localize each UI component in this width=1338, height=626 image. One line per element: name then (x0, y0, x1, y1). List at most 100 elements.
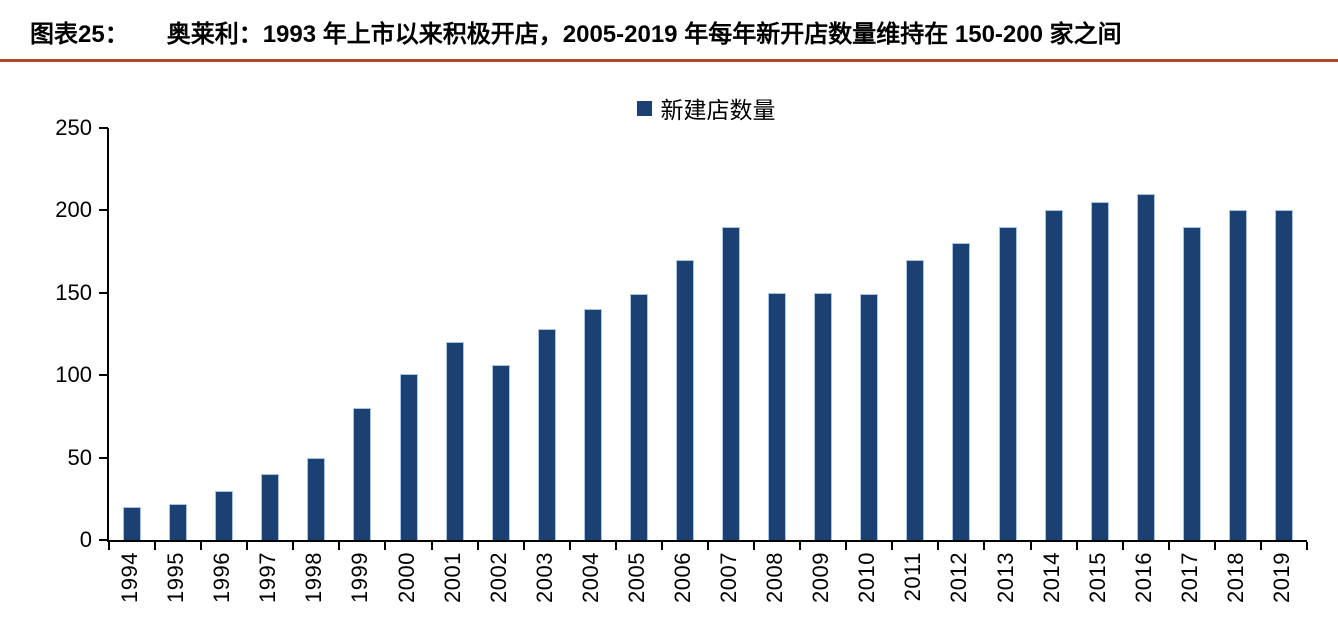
x-label-slot-2018: 2018 (1213, 552, 1259, 626)
x-label-1996: 1996 (209, 552, 235, 603)
x-tick-mark-21 (1075, 542, 1078, 550)
bar-2004 (583, 309, 602, 540)
y-tick-label-100: 100 (55, 362, 92, 388)
bar-slot-1996 (201, 128, 247, 540)
x-tick-mark-19 (983, 542, 986, 550)
bar-slot-1997 (247, 128, 293, 540)
bar-slot-2012 (938, 128, 984, 540)
bar-2007 (722, 226, 741, 540)
x-tick-mark-24 (1213, 542, 1216, 550)
bar-slot-2016 (1123, 128, 1169, 540)
x-label-2007: 2007 (716, 552, 742, 603)
bar-1998 (307, 457, 326, 540)
x-label-slot-1997: 1997 (245, 552, 291, 626)
chart-legend: 新建店数量 (107, 91, 1305, 125)
x-label-2010: 2010 (854, 552, 880, 603)
x-tick-mark-10 (568, 542, 571, 550)
x-label-slot-2004: 2004 (568, 552, 614, 626)
y-tick-label-200: 200 (55, 197, 92, 223)
x-label-2017: 2017 (1176, 552, 1202, 603)
x-tick-mark-1 (154, 542, 157, 550)
x-tick-mark-5 (338, 542, 341, 550)
bar-slot-2005 (616, 128, 662, 540)
bar-slot-1999 (339, 128, 385, 540)
plot-area (99, 127, 1308, 550)
bar-slot-2001 (432, 128, 478, 540)
x-label-2005: 2005 (623, 552, 649, 603)
x-label-2009: 2009 (808, 552, 834, 603)
x-label-slot-1996: 1996 (199, 552, 245, 626)
x-label-slot-2019: 2019 (1259, 552, 1305, 626)
x-tick-mark-8 (476, 542, 479, 550)
x-tick-mark-17 (891, 542, 894, 550)
x-label-1997: 1997 (255, 552, 281, 603)
x-label-slot-2017: 2017 (1167, 552, 1213, 626)
x-tick-mark-15 (799, 542, 802, 550)
bar-1994 (123, 507, 142, 540)
bar-1999 (353, 408, 372, 540)
figure-title-text: 奥莱利：1993 年上市以来积极开店，2005-2019 年每年新开店数量维持在… (166, 21, 1122, 48)
x-label-slot-2011: 2011 (890, 552, 936, 626)
bar-slot-2002 (478, 128, 524, 540)
x-tick-mark-13 (707, 542, 709, 550)
bar-2018 (1228, 210, 1247, 540)
x-tick-mark-23 (1167, 542, 1170, 550)
x-label-2019: 2019 (1268, 552, 1294, 603)
bar-2008 (768, 292, 787, 540)
bar-slot-2009 (800, 128, 846, 540)
x-tick-mark-20 (1029, 542, 1032, 550)
x-tick-mark-4 (292, 542, 295, 550)
x-label-slot-1999: 1999 (337, 552, 383, 626)
bar-2010 (860, 294, 879, 540)
x-label-slot-2000: 2000 (383, 552, 429, 626)
x-label-slot-2003: 2003 (522, 552, 568, 626)
x-label-2012: 2012 (946, 552, 972, 603)
bar-slot-2010 (846, 128, 892, 540)
bar-1996 (215, 490, 234, 540)
x-tick-mark-16 (845, 542, 848, 550)
x-label-slot-2009: 2009 (798, 552, 844, 626)
x-label-slot-2008: 2008 (752, 552, 798, 626)
x-label-slot-2002: 2002 (476, 552, 522, 626)
x-label-1999: 1999 (347, 552, 373, 603)
x-label-slot-2014: 2014 (1029, 552, 1075, 626)
bar-2002 (491, 365, 510, 540)
x-label-2008: 2008 (762, 552, 788, 603)
x-label-2011: 2011 (900, 552, 926, 602)
x-label-2001: 2001 (439, 552, 465, 603)
bar-2006 (675, 259, 694, 540)
x-label-slot-2007: 2007 (706, 552, 752, 626)
x-tick-mark-0 (108, 542, 110, 550)
bar-2011 (906, 259, 925, 540)
y-tick-mark-0 (99, 539, 108, 541)
x-tick-mark-26 (1306, 542, 1308, 550)
bar-2014 (1044, 210, 1063, 540)
bar-2009 (814, 292, 833, 540)
x-tick-mark-6 (384, 542, 387, 550)
legend-swatch-icon (636, 100, 652, 116)
x-label-slot-2016: 2016 (1121, 552, 1167, 626)
x-label-2002: 2002 (485, 552, 511, 603)
bar-slot-2007 (708, 128, 754, 540)
bar-2012 (952, 243, 971, 540)
bar-slot-2015 (1077, 128, 1123, 540)
y-tick-label-0: 0 (79, 527, 92, 552)
x-axis-labels: 1994 1995 1996 1997 1998 1999 2000 2001 2002 2003… (107, 552, 1305, 626)
bar-2005 (629, 294, 648, 540)
legend-label: 新建店数量 (660, 97, 776, 123)
x-tick-mark-7 (430, 542, 433, 550)
bar-slot-2011 (892, 128, 938, 540)
x-label-2013: 2013 (992, 552, 1018, 603)
bar-slot-2008 (754, 128, 800, 540)
figure-title: 图表25： 奥莱利：1993 年上市以来积极开店，2005-2019 年每年新开店… (0, 0, 1338, 52)
bar-1995 (169, 503, 188, 540)
y-tick-mark-200 (99, 209, 108, 212)
x-label-slot-2015: 2015 (1075, 552, 1121, 626)
bar-chart: 新建店数量 0 50 100 150 200 250 1994 1995 1996 1997 19… (0, 63, 1338, 626)
x-label-1995: 1995 (163, 552, 189, 603)
bar-2015 (1090, 202, 1109, 540)
x-label-slot-1994: 1994 (107, 552, 153, 626)
x-tick-mark-18 (937, 542, 940, 550)
bars-container (109, 128, 1307, 540)
x-tick-mark-9 (522, 542, 525, 550)
